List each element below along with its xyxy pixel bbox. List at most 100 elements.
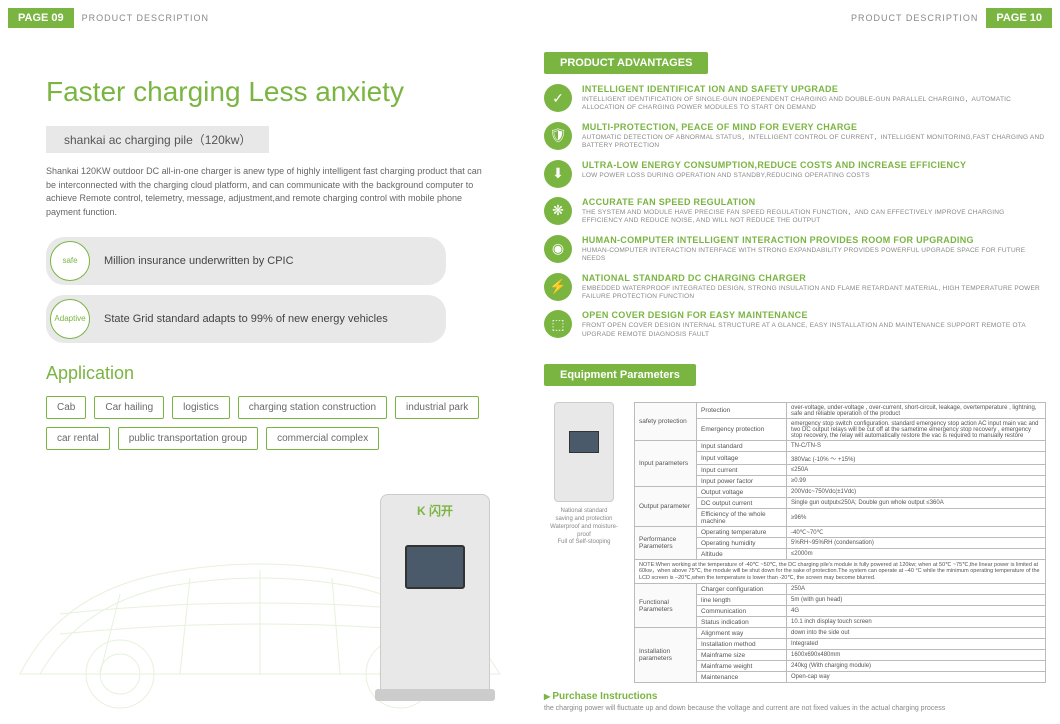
param-row: Status indication10.1 inch display touch… (635, 617, 1046, 628)
param-row: Mainframe weight240kg (With charging mod… (635, 661, 1046, 672)
param-value: 1600x690x480mm (787, 650, 1046, 661)
param-row: Emergency protectionemergency stop switc… (635, 419, 1046, 441)
param-label: Communication (697, 606, 787, 617)
param-label: Status indication (697, 617, 787, 628)
param-value: 380Vac (-10% ～ +15%) (787, 452, 1046, 465)
advantage-icon: 🛡 (544, 122, 572, 150)
param-value: 250A (787, 584, 1046, 595)
charger-screen (405, 545, 465, 589)
param-label: Installation method (697, 639, 787, 650)
advantage-text: HUMAN-COMPUTER INTERACTION INTERFACE WIT… (582, 247, 1046, 264)
param-label: Mainframe size (697, 650, 787, 661)
param-value: ≥0.99 (787, 476, 1046, 487)
param-row: Altitude≤2000m (635, 549, 1046, 560)
advantage-item: ❋ ACCURATE FAN SPEED REGULATION THE SYSTEM… (544, 197, 1046, 226)
param-note: NOTE:When working at the temperature of … (635, 560, 1046, 584)
main-title: Faster charging Less anxiety (46, 76, 530, 108)
advantage-icon: ◉ (544, 235, 572, 263)
param-row: Installation parametersAlignment waydown… (635, 628, 1046, 639)
params-image: National standardsaving and protectionWa… (544, 402, 624, 683)
advantages-list: ✓INTELLIGENT IDENTIFICAT ION AND SAFETY … (544, 84, 1046, 339)
advantage-title: OPEN COVER DESIGN FOR EASY MAINTENANCE (582, 310, 1046, 320)
advantage-title: NATIONAL STANDARD DC CHARGING CHARGER (582, 273, 1046, 283)
advantage-item: ⬚ OPEN COVER DESIGN FOR EASY MAINTENANCE F… (544, 310, 1046, 339)
app-tag: public transportation group (118, 427, 258, 450)
param-value: down into the side out (787, 628, 1046, 639)
param-value: 10.1 inch display touch screen (787, 617, 1046, 628)
app-tag: charging station construction (238, 396, 387, 419)
app-tag: Car hailing (94, 396, 164, 419)
param-group: Performance Parameters (635, 527, 697, 560)
app-tag: industrial park (395, 396, 479, 419)
param-row: Operating humidity5%RH~95%RH (condensati… (635, 538, 1046, 549)
page-tag-right: PAGE 10 (986, 8, 1052, 28)
advantage-title: MULTI-PROTECTION, PEACE OF MIND FOR EVER… (582, 122, 1046, 132)
param-label: Mainframe weight (697, 661, 787, 672)
advantage-text: THE SYSTEM AND MODULE HAVE PRECISE FAN S… (582, 209, 1046, 226)
param-label: Emergency protection (697, 419, 787, 441)
advantage-text: AUTOMATIC DETECTION OF ABNORMAL STATUS，I… (582, 134, 1046, 151)
param-label: Output voltage (697, 487, 787, 498)
charger-illustration: K 闪开 (360, 464, 490, 694)
param-group: safety protection (635, 403, 697, 441)
param-row: DC output currentSingle gun output≤250A;… (635, 498, 1046, 509)
param-row: Efficiency of the whole machine≥96% (635, 509, 1046, 527)
param-value: Open-cap way (787, 672, 1046, 683)
advantage-item: 🛡 MULTI-PROTECTION, PEACE OF MIND FOR EVE… (544, 122, 1046, 151)
param-row: Input current≤250A (635, 465, 1046, 476)
advantage-icon: ⬚ (544, 310, 572, 338)
param-label: line length (697, 595, 787, 606)
application-title: Application (46, 363, 530, 384)
params-img-label: National standardsaving and protectionWa… (544, 508, 624, 547)
param-value: ≥96% (787, 509, 1046, 527)
param-value: 200Vdc~750Vdc(±1Vdc) (787, 487, 1046, 498)
app-tag: commercial complex (266, 427, 379, 450)
pill-text: State Grid standard adapts to 99% of new… (90, 313, 402, 325)
advantage-icon: ⬇ (544, 160, 572, 188)
param-row: safety protectionProtectionover-voltage,… (635, 403, 1046, 419)
param-value: over-voltage, under-voltage , over-curre… (787, 403, 1046, 419)
param-label: Maintenance (697, 672, 787, 683)
param-label: Operating humidity (697, 538, 787, 549)
purchase-title: Purchase Instructions (544, 691, 1046, 702)
param-row: Installation methodIntegrated (635, 639, 1046, 650)
advantage-item: ⬇ ULTRA-LOW ENERGY CONSUMPTION,REDUCE COS… (544, 160, 1046, 188)
advantage-text: FRONT OPEN COVER DESIGN INTERNAL STRUCTU… (582, 322, 1046, 339)
advantage-title: ACCURATE FAN SPEED REGULATION (582, 197, 1046, 207)
param-label: Efficiency of the whole machine (697, 509, 787, 527)
param-value: -40℃~70℃ (787, 527, 1046, 538)
purchase-section: Purchase Instructions the charging power… (544, 691, 1046, 712)
param-value: Integrated (787, 639, 1046, 650)
param-row: Functional ParametersCharger configurati… (635, 584, 1046, 595)
param-row: Performance ParametersOperating temperat… (635, 527, 1046, 538)
param-value: 5%RH~95%RH (condensation) (787, 538, 1046, 549)
param-value: ≤250A (787, 465, 1046, 476)
advantage-item: ✓INTELLIGENT IDENTIFICAT ION AND SAFETY … (544, 84, 1046, 113)
param-row: MaintenanceOpen-cap way (635, 672, 1046, 683)
param-row: Mainframe size1600x690x480mm (635, 650, 1046, 661)
param-label: Input standard (697, 441, 787, 452)
app-tag: Cab (46, 396, 86, 419)
purchase-text: the charging power will fluctuate up and… (544, 705, 1046, 712)
advantage-item: ⚡NATIONAL STANDARD DC CHARGING CHARGEREM… (544, 273, 1046, 302)
application-tags: CabCar hailinglogisticscharging station … (46, 396, 484, 450)
pill-list: safeMillion insurance underwritten by CP… (46, 237, 484, 343)
param-value: Single gun output≤250A; Double gun whole… (787, 498, 1046, 509)
param-row: Input voltage380Vac (-10% ～ +15%) (635, 452, 1046, 465)
advantages-title: PRODUCT ADVANTAGES (544, 52, 708, 74)
param-label: Altitude (697, 549, 787, 560)
product-description-label-r: PRODUCT DESCRIPTION (843, 13, 986, 23)
advantage-icon: ❋ (544, 197, 572, 225)
charger-logo: K 闪开 (417, 502, 453, 519)
param-row: Input parametersInput standardTN-C/TN-S (635, 441, 1046, 452)
advantage-title: ULTRA-LOW ENERGY CONSUMPTION,REDUCE COST… (582, 160, 1046, 170)
param-group: Installation parameters (635, 628, 697, 683)
advantage-text: INTELLIGENT IDENTIFICATION OF SINGLE-GUN… (582, 96, 1046, 113)
header-left: PAGE 09 PRODUCT DESCRIPTION (0, 0, 530, 36)
advantage-icon: ⚡ (544, 273, 572, 301)
param-value: emergency stop switch configuration. sta… (787, 419, 1046, 441)
param-note-row: NOTE:When working at the temperature of … (635, 560, 1046, 584)
param-label: Charger configuration (697, 584, 787, 595)
advantage-item: ◉HUMAN-COMPUTER INTELLIGENT INTERACTION … (544, 235, 1046, 264)
param-label: Input voltage (697, 452, 787, 465)
